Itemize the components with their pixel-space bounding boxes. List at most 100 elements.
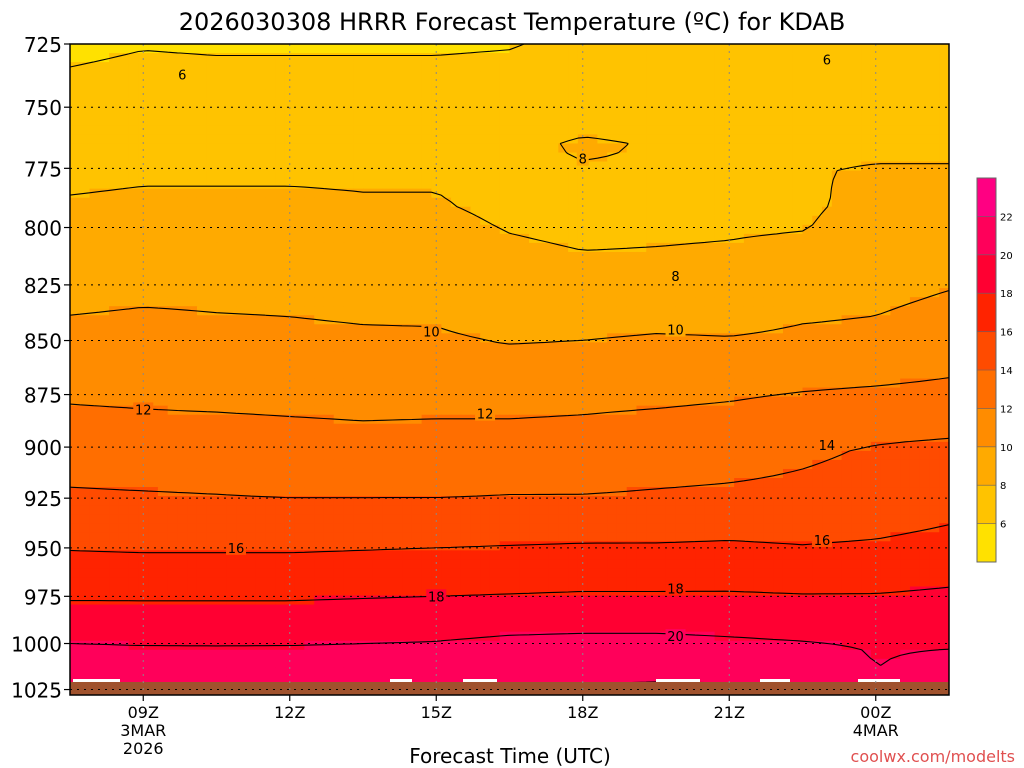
temperature-cell-657 <box>333 107 345 117</box>
temperature-cell-2620 <box>167 306 179 316</box>
temperature-cell-3676 <box>812 405 823 416</box>
temperature-cell-318 <box>538 71 550 81</box>
temperature-cell-4489 <box>841 487 852 497</box>
temperature-cell-3341 <box>177 378 188 389</box>
temperature-cell-2289 <box>450 270 462 280</box>
temperature-cell-1583 <box>587 197 598 208</box>
temperature-cell-1280 <box>265 170 276 181</box>
temperature-cell-937 <box>431 134 442 145</box>
temperature-cell-3364 <box>402 378 413 389</box>
temperature-cell-153 <box>685 53 696 63</box>
temperature-cell-1379 <box>353 179 364 190</box>
temperature-cell-2590 <box>753 297 765 307</box>
temperature-cell-1901 <box>177 233 188 244</box>
temperature-cell-3343 <box>196 378 208 389</box>
temperature-cell-573 <box>392 98 403 108</box>
temperature-cell-1310 <box>558 170 569 181</box>
temperature-cell-3598 <box>929 396 940 407</box>
temperature-cell-3152 <box>89 360 100 371</box>
temperature-cell-811 <box>79 125 91 136</box>
temperature-cell-1532 <box>89 197 100 208</box>
temperature-cell-838 <box>343 125 354 136</box>
temperature-cell-2630 <box>265 306 276 316</box>
temperature-cell-191 <box>177 62 188 72</box>
temperature-cell-4850 <box>851 523 862 533</box>
temperature-cell-2071 <box>79 251 91 262</box>
temperature-cell-583 <box>489 98 501 108</box>
temperature-cell-4471 <box>665 487 677 497</box>
temperature-cell-2615 <box>118 306 130 316</box>
temperature-cell-3490 <box>753 387 765 398</box>
temperature-cell-4447 <box>431 487 442 497</box>
temperature-cell-655 <box>314 107 325 117</box>
temperature-cell-4815 <box>509 523 520 533</box>
temperature-cell-3569 <box>646 396 657 407</box>
temperature-cell-2784 <box>890 315 901 325</box>
temperature-cell-4750 <box>753 514 765 524</box>
temperature-cell-3244 <box>109 369 120 380</box>
temperature-cell-4166 <box>323 459 335 470</box>
temperature-cell-1879 <box>841 224 852 235</box>
temperature-cell-2394 <box>597 279 608 289</box>
temperature-cell-3650 <box>558 405 569 416</box>
temperature-cell-3819 <box>450 423 462 434</box>
temperature-cell-1068 <box>831 143 843 154</box>
temperature-cell-2370 <box>363 279 374 289</box>
temperature-cell-2861 <box>763 324 774 334</box>
temperature-cell-3267 <box>333 369 345 380</box>
temperature-cell-2439 <box>157 288 169 298</box>
temperature-cell-3114 <box>597 351 608 362</box>
temperature-cell-2214 <box>597 261 608 271</box>
temperature-cell-817 <box>138 125 149 136</box>
temperature-cell-3930 <box>656 432 667 443</box>
temperature-cell-4697 <box>236 514 247 524</box>
temperature-cell-1794 <box>890 215 901 226</box>
temperature-cell-4213 <box>782 459 794 470</box>
temperature-cell-671 <box>470 107 481 117</box>
temperature-cell-3058 <box>929 342 940 353</box>
temperature-cell-1568 <box>441 197 452 208</box>
temperature-cell-1082 <box>89 152 100 163</box>
temperature-cell-1965 <box>802 233 813 244</box>
temperature-cell-4884 <box>304 532 315 542</box>
temperature-cell-2538 <box>245 297 257 307</box>
temperature-cell-82 <box>870 44 882 54</box>
temperature-cell-1259 <box>939 161 949 172</box>
temperature-cell-3172 <box>284 360 296 371</box>
temperature-cell-2564 <box>499 297 511 307</box>
temperature-cell-4359 <box>450 478 462 488</box>
temperature-cell-444 <box>890 80 901 90</box>
temperature-cell-4395 <box>802 478 813 488</box>
temperature-cell-3321 <box>861 369 872 380</box>
temperature-cell-3147 <box>919 351 931 362</box>
temperature-cell-1023 <box>392 143 403 154</box>
temperature-cell-2019 <box>450 242 462 253</box>
temperature-cell-2592 <box>773 297 784 307</box>
temperature-cell-3209 <box>646 360 657 371</box>
temperature-cell-577 <box>431 98 442 108</box>
temperature-cell-4007 <box>529 441 540 452</box>
temperature-cell-3039 <box>743 342 755 353</box>
temperature-cell-4316 <box>909 468 921 479</box>
temperature-cell-542 <box>89 98 100 108</box>
temperature-cell-814 <box>109 125 120 136</box>
temperature-cell-2305 <box>607 270 618 280</box>
temperature-cell-696 <box>714 107 725 117</box>
temperature-cell-1705 <box>900 206 911 217</box>
temperature-cell-2986 <box>226 342 237 353</box>
temperature-cell-4298 <box>734 468 745 479</box>
temperature-cell-55 <box>607 44 618 54</box>
temperature-cell-2193 <box>392 261 403 271</box>
temperature-cell-2519 <box>939 288 949 298</box>
temperature-cell-3889 <box>255 432 266 443</box>
temperature-cell-4703 <box>294 514 305 524</box>
temperature-cell-4290 <box>656 468 667 479</box>
temperature-cell-3328 <box>929 369 940 380</box>
temperature-cell-3818 <box>441 423 452 434</box>
temperature-cell-268 <box>929 62 940 72</box>
temperature-cell-1967 <box>822 233 833 244</box>
temperature-cell-2830 <box>460 324 472 334</box>
temperature-cell-1776 <box>714 215 725 226</box>
temperature-cell-2810 <box>265 324 276 334</box>
temperature-cell-2173 <box>196 261 208 271</box>
